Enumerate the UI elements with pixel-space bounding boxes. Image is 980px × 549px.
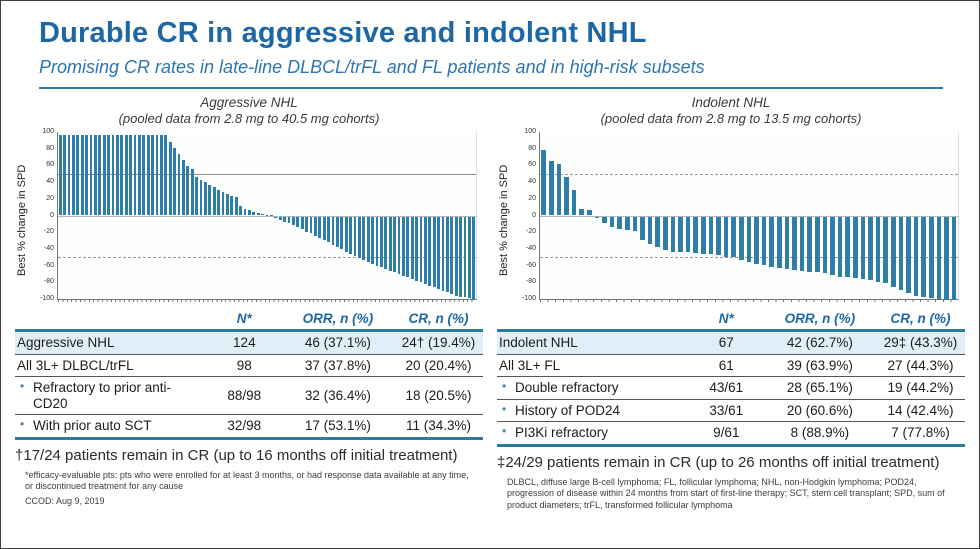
header-cr: CR, n (%) <box>876 310 965 332</box>
aggressive-chart-area: Best % change in SPD 100 80 60 40 20 0 -20 -40-… <box>15 128 483 308</box>
indolent-chart-subtitle: (pooled data from 2.8 mg to 13.5 mg coho… <box>600 111 862 126</box>
header-cr: CR, n (%) <box>394 310 483 332</box>
col-orr: 8 (88.9%) <box>763 421 877 447</box>
ccod-footnote: CCOD: Aug 9, 2019 <box>25 495 105 506</box>
header-divider <box>39 87 943 89</box>
table-row: History of POD24 33/61 20 (60.6%) 14 (42… <box>497 399 965 423</box>
header-n: N* <box>206 310 282 332</box>
row-label: All 3L+ FL <box>497 354 689 378</box>
col-n: 124 <box>206 330 282 355</box>
header-n: N* <box>688 310 764 332</box>
col-orr: 17 (53.1%) <box>281 414 395 440</box>
col-n: 61 <box>688 354 764 378</box>
abbreviations-footnote: DLBCL, diffuse large B-cell lymphoma; FL… <box>507 476 945 510</box>
indolent-table: N* ORR, n (%) CR, n (%) Indolent NHL 67 … <box>497 310 965 447</box>
col-cr: 24† (19.4%) <box>394 330 483 355</box>
col-n: 9/61 <box>688 421 764 447</box>
indolent-y-axis-label: Best % change in SPD <box>498 164 510 276</box>
header-orr: ORR, n (%) <box>281 310 395 332</box>
col-n: 32/98 <box>206 414 282 440</box>
header-orr: ORR, n (%) <box>763 310 877 332</box>
col-cr: 27 (44.3%) <box>876 354 965 378</box>
aggressive-chart-title: Aggressive NHL <box>200 95 298 110</box>
col-cr: 19 (44.2%) <box>876 376 965 400</box>
table-row: Indolent NHL 67 42 (62.7%) 29‡ (43.3%) <box>497 330 965 355</box>
indolent-nhl-panel: Indolent NHL (pooled data from 2.8 mg to… <box>497 93 965 512</box>
col-n: 43/61 <box>688 376 764 400</box>
table-row: Double refractory 43/61 28 (65.1%) 19 (4… <box>497 376 965 400</box>
col-cr: 7 (77.8%) <box>876 421 965 447</box>
page-title: Durable CR in aggressive and indolent NH… <box>39 17 647 49</box>
row-label: Indolent NHL <box>497 330 689 355</box>
col-n: 67 <box>688 330 764 355</box>
indolent-chart-title: Indolent NHL <box>691 95 771 110</box>
indolent-waterfall-chart: 100 80 60 40 20 0 -20 -40 -60 -80 -100 <box>522 128 959 302</box>
header-empty <box>15 310 207 332</box>
col-orr: 46 (37.1%) <box>281 330 395 355</box>
slide-header: Durable CR in aggressive and indolent NH… <box>1 1 979 89</box>
row-label: History of POD24 <box>497 399 689 423</box>
row-label: Refractory to prior anti-CD20 <box>15 376 207 416</box>
col-n: 88/98 <box>206 376 282 416</box>
col-n: 33/61 <box>688 399 764 423</box>
col-orr: 20 (60.6%) <box>763 399 877 423</box>
col-cr: 29‡ (43.3%) <box>876 330 965 355</box>
row-label: Aggressive NHL <box>15 330 207 355</box>
col-orr: 37 (37.8%) <box>281 354 395 378</box>
col-cr: 14 (42.4%) <box>876 399 965 423</box>
aggressive-nhl-panel: Aggressive NHL (pooled data from 2.8 mg … <box>15 93 483 512</box>
table-row: Refractory to prior anti-CD20 88/98 32 (… <box>15 376 483 416</box>
row-label: Double refractory <box>497 376 689 400</box>
col-n: 98 <box>206 354 282 378</box>
header-empty <box>497 310 689 332</box>
aggressive-chart-subtitle: (pooled data from 2.8 mg to 40.5 mg coho… <box>118 111 380 126</box>
col-cr: 18 (20.5%) <box>394 376 483 416</box>
row-label: With prior auto SCT <box>15 414 207 440</box>
indolent-table-header-row: N* ORR, n (%) CR, n (%) <box>497 310 965 332</box>
aggressive-table: N* ORR, n (%) CR, n (%) Aggressive NHL 1… <box>15 310 483 440</box>
content-panels: Aggressive NHL (pooled data from 2.8 mg … <box>1 89 979 512</box>
row-label: PI3Ki refractory <box>497 421 689 447</box>
col-orr: 32 (36.4%) <box>281 376 395 416</box>
table-row: All 3L+ DLBCL/trFL 98 37 (37.8%) 20 (20.… <box>15 354 483 378</box>
aggressive-waterfall-chart: 100 80 60 40 20 0 -20 -40 -60 -80 -100 <box>40 128 477 302</box>
table-row: With prior auto SCT 32/98 17 (53.1%) 11 … <box>15 414 483 440</box>
table-row: All 3L+ FL 61 39 (63.9%) 27 (44.3%) <box>497 354 965 378</box>
col-orr: 39 (63.9%) <box>763 354 877 378</box>
aggressive-table-header-row: N* ORR, n (%) CR, n (%) <box>15 310 483 332</box>
col-cr: 20 (20.4%) <box>394 354 483 378</box>
aggressive-y-axis-label: Best % change in SPD <box>16 164 28 276</box>
table-row: Aggressive NHL 124 46 (37.1%) 24† (19.4%… <box>15 330 483 355</box>
table-row: PI3Ki refractory 9/61 8 (88.9%) 7 (77.8%… <box>497 421 965 447</box>
aggressive-cr-footnote: †17/24 patients remain in CR (up to 16 m… <box>15 446 458 464</box>
page-subtitle: Promising CR rates in late-line DLBCL/tr… <box>39 57 705 77</box>
efficacy-footnote: *efficacy-evaluable pts: pts who were en… <box>25 469 469 492</box>
col-cr: 11 (34.3%) <box>394 414 483 440</box>
col-orr: 28 (65.1%) <box>763 376 877 400</box>
indolent-chart-area: Best % change in SPD 100 80 60 40 20 0 -20 -40-… <box>497 128 965 308</box>
row-label: All 3L+ DLBCL/trFL <box>15 354 207 378</box>
col-orr: 42 (62.7%) <box>763 330 877 355</box>
indolent-cr-footnote: ‡24/29 patients remain in CR (up to 26 m… <box>497 453 940 471</box>
